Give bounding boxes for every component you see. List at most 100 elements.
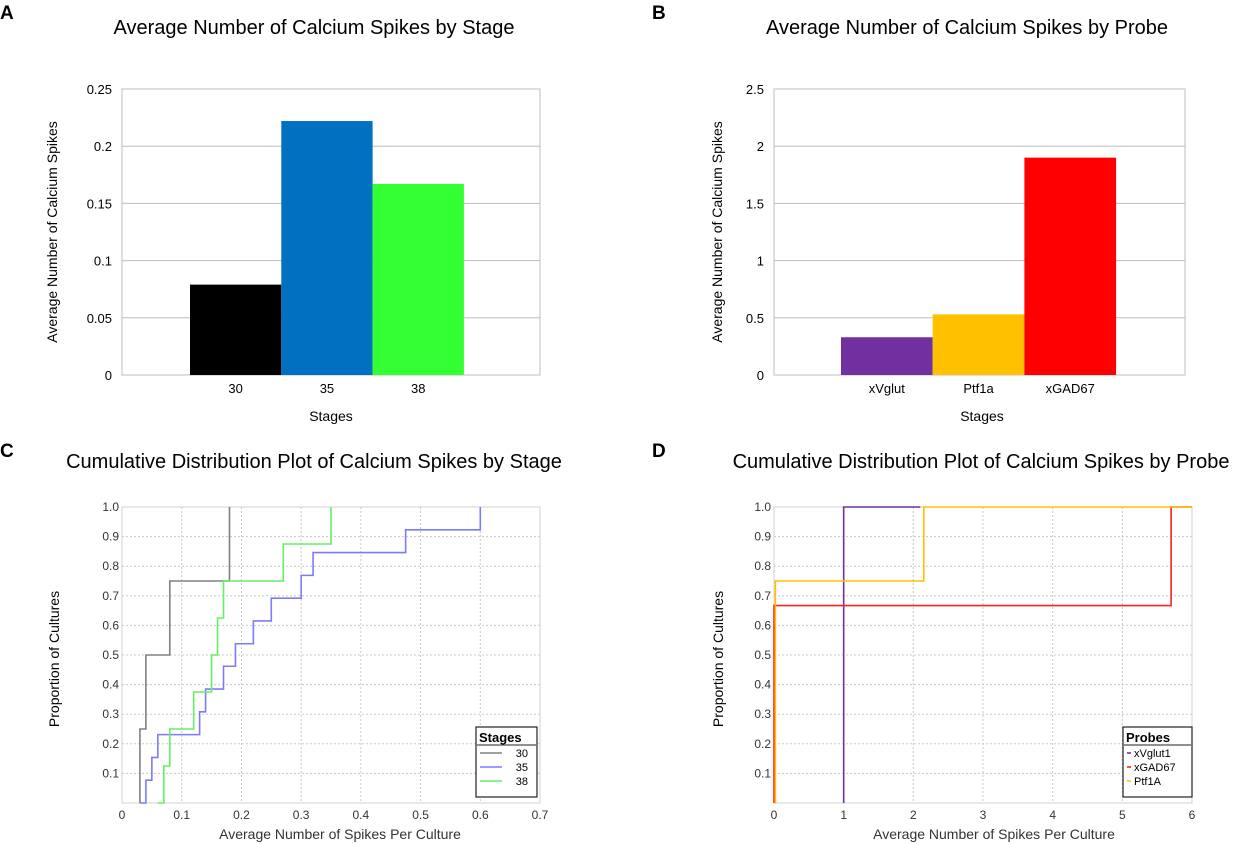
chart-d-x-tick-label: 0 [771, 808, 778, 822]
chart-c-series-lines [139, 507, 482, 804]
chart-d-y-tick-label: 1.0 [754, 500, 771, 514]
chart-a-bar [190, 284, 282, 375]
chart-b-x-axis-label: Stages [960, 408, 1004, 424]
chart-c-x-tick-label: 0.2 [233, 808, 250, 822]
chart-b-bar [841, 337, 933, 375]
chart-c-x-tick-label: 0.5 [412, 808, 429, 822]
chart-b-y-tick-label: 0.5 [746, 311, 764, 326]
chart-c-y-tick-label: 0.8 [102, 559, 119, 573]
chart-b-x-tick-label: xGAD67 [1046, 381, 1095, 396]
chart-d-x-tick-label: 2 [910, 808, 917, 822]
chart-d-x-tick-label: 1 [840, 808, 847, 822]
chart-b-bar [932, 314, 1025, 375]
chart-b-bars [841, 157, 1117, 375]
chart-a-y-tick-label: 0.1 [94, 254, 112, 269]
chart-c-x-tick-label: 0.7 [532, 808, 549, 822]
chart-c-legend: Stages 30 35 38 [475, 726, 538, 798]
chart-d-x-axis-label: Average Number of Spikes Per Culture [873, 826, 1115, 842]
chart-b-y-tick-label: 0 [757, 368, 764, 383]
chart-c-series-line [139, 507, 231, 803]
chart-c-legend-title: Stages [479, 730, 522, 745]
chart-c-legend-label: 35 [516, 762, 528, 774]
chart-d-series-lines [773, 506, 1192, 803]
chart-d-legend-title: Probes [1126, 730, 1170, 745]
chart-d-x-tick-labels: 0 1 2 3 4 5 6 [771, 808, 1196, 822]
chart-d-x-tick-label: 3 [980, 808, 987, 822]
chart-c-series-line [157, 507, 332, 804]
chart-c-y-axis-label: Proportion of Cultures [46, 591, 62, 727]
chart-c-series-line [139, 507, 482, 804]
chart-c-y-tick-label: 0.5 [102, 648, 119, 662]
chart-c-y-tick-label: 0.7 [102, 589, 119, 603]
panel-letter-a: A [0, 3, 14, 24]
chart-b-x-tick-labels: xVglut Ptf1a xGAD67 [869, 381, 1095, 396]
chart-c-legend-box [475, 726, 538, 798]
chart-b-title: Average Number of Calcium Spikes by Prob… [766, 17, 1168, 39]
chart-d-x-tick-label: 6 [1189, 808, 1196, 822]
chart-b-y-tick-label: 1.5 [746, 196, 764, 211]
chart-d-y-tick-label: 0.4 [754, 678, 771, 692]
chart-b-x-tick-label: xVglut [869, 381, 906, 396]
chart-d-y-tick-label: 0.6 [754, 618, 771, 632]
chart-c-y-tick-label: 0.2 [102, 737, 119, 751]
chart-c-y-tick-label: 0.9 [102, 530, 119, 544]
chart-d-title: Cumulative Distribution Plot of Calcium … [733, 451, 1230, 473]
chart-a-y-tick-label: 0.05 [87, 311, 112, 326]
chart-d-y-tick-label: 0.9 [754, 530, 771, 544]
chart-d-y-tick-label: 0.7 [754, 589, 771, 603]
chart-a-y-tick-labels: 0 0.05 0.1 0.15 0.2 0.25 [87, 82, 112, 383]
chart-c-title: Cumulative Distribution Plot of Calcium … [66, 451, 562, 473]
chart-a-title: Average Number of Calcium Spikes by Stag… [114, 17, 515, 39]
panel-letter-b: B [652, 3, 666, 24]
chart-a-x-tick-label: 30 [228, 381, 242, 396]
chart-c-x-tick-label: 0 [119, 808, 126, 822]
chart-c-y-tick-label: 0.3 [102, 707, 119, 721]
chart-d-y-tick-label: 0.8 [754, 559, 771, 573]
chart-a-x-tick-labels: 30 35 38 [228, 381, 425, 396]
chart-d-legend: Probes xVglut1 xGAD67 Ptf1A [1122, 726, 1193, 798]
chart-c-gridlines [121, 506, 541, 803]
chart-d-legend-box [1122, 726, 1193, 798]
chart-c-x-tick-label: 0.4 [353, 808, 370, 822]
chart-a-x-tick-label: 35 [320, 381, 334, 396]
chart-b-y-tick-label: 2.5 [746, 82, 764, 97]
chart-d-y-axis-label: Proportion of Cultures [710, 591, 726, 727]
chart-a-bars [190, 121, 464, 375]
chart-b-y-tick-labels: 0 0.5 1 1.5 2 2.5 [746, 82, 764, 383]
chart-a-y-tick-label: 0.2 [94, 139, 112, 154]
chart-a-y-tick-label: 0 [105, 368, 112, 383]
chart-c-y-tick-label: 0.6 [102, 618, 119, 632]
chart-c-y-tick-label: 0.4 [102, 678, 119, 692]
chart-c-legend-label: 30 [516, 748, 528, 760]
chart-d-legend-label: xVglut1 [1134, 748, 1171, 760]
chart-d-y-tick-label: 0.3 [754, 707, 771, 721]
chart-c-y-tick-label: 1.0 [102, 500, 119, 514]
chart-a-x-tick-label: 38 [411, 381, 425, 396]
chart-d-series-line [842, 506, 921, 803]
chart-a-y-tick-label: 0.25 [87, 82, 112, 97]
chart-a-y-axis-label: Average Number of Calcium Spikes [44, 121, 60, 343]
panel-letter-d: D [652, 441, 666, 462]
panel-a: A Average Number of Calcium Spikes by St… [0, 3, 541, 424]
chart-b-y-tick-label: 1 [757, 254, 764, 269]
chart-a-bar [372, 183, 464, 375]
chart-c-x-tick-labels: 0 0.1 0.2 0.3 0.4 0.5 0.6 0.7 [119, 808, 549, 822]
panel-letter-c: C [0, 441, 14, 462]
chart-d-y-tick-label: 0.2 [754, 737, 771, 751]
chart-b-gridlines [774, 145, 1185, 319]
chart-a-bar [281, 121, 373, 375]
chart-d-y-tick-label: 0.5 [754, 648, 771, 662]
chart-c-x-axis-label: Average Number of Spikes Per Culture [219, 826, 461, 842]
chart-d-y-tick-label: 0.1 [754, 766, 771, 780]
chart-b-y-tick-label: 2 [757, 139, 764, 154]
chart-b-y-axis-label: Average Number of Calcium Spikes [709, 121, 725, 343]
chart-d-legend-label: xGAD67 [1134, 762, 1176, 774]
chart-b-bar [1024, 157, 1117, 375]
chart-c-x-tick-label: 0.3 [293, 808, 310, 822]
chart-a-x-axis-label: Stages [309, 408, 353, 424]
chart-c-x-tick-label: 0.6 [472, 808, 489, 822]
chart-c-x-tick-label: 0.1 [173, 808, 190, 822]
chart-d-x-tick-label: 4 [1049, 808, 1056, 822]
chart-d-x-tick-label: 5 [1119, 808, 1126, 822]
